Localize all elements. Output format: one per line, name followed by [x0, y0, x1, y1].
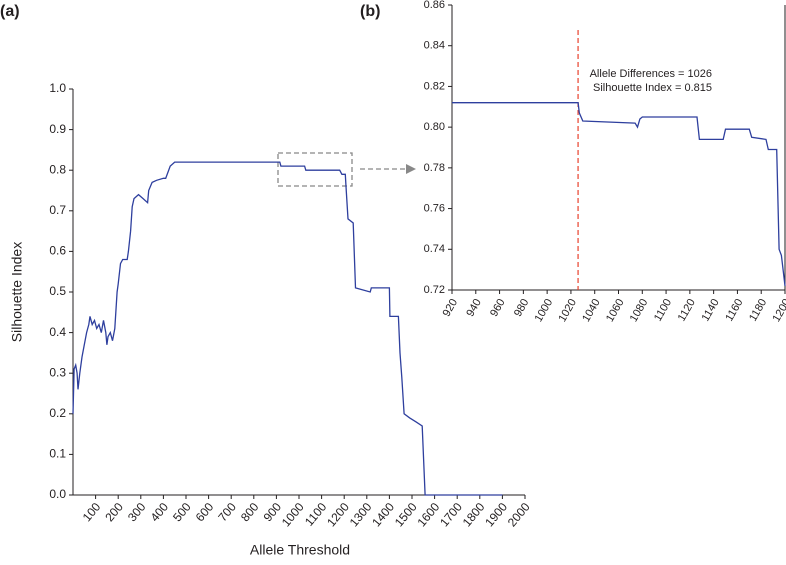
zoom-arrow-head [406, 164, 416, 174]
x-tick-label: 1100 [652, 297, 674, 323]
y-tick-label: 0.0 [49, 487, 66, 501]
y-tick-label: 0.6 [49, 244, 66, 258]
x-tick-label: 1700 [437, 500, 465, 530]
x-tick-label: 800 [238, 500, 262, 525]
x-tick-label: 1500 [392, 500, 420, 530]
x-tick-label: 1200 [770, 297, 786, 324]
y-tick-label: 0.5 [49, 284, 66, 298]
zoom-box [277, 152, 353, 187]
y-tick-label: 0.74 [424, 243, 445, 255]
y-tick-label: 1.0 [49, 81, 66, 95]
y-tick-label: 0.80 [424, 121, 445, 133]
y-tick-label: 0.82 [424, 80, 445, 92]
x-tick-label: 1000 [279, 500, 307, 530]
x-tick-label: 1900 [482, 500, 510, 530]
x-tick-label: 960 [488, 297, 508, 319]
y-tick-label: 0.9 [49, 122, 66, 136]
y-tick-label: 0.72 [424, 284, 445, 296]
annotation: Allele Differences = 1026 [590, 68, 712, 80]
x-tick-label: 980 [512, 297, 532, 319]
x-tick-label: 1400 [369, 500, 397, 530]
x-tick-label: 2000 [505, 500, 533, 530]
y-tick-label: 0.4 [49, 325, 66, 339]
x-tick-label: 1300 [347, 500, 375, 530]
panel-label: (b) [360, 3, 380, 20]
x-tick-label: 600 [193, 500, 217, 525]
y-tick-label: 0.84 [424, 40, 445, 52]
x-tick-label: 1160 [723, 297, 745, 323]
x-tick-label: 1600 [414, 500, 442, 530]
x-tick-label: 1100 [302, 500, 330, 529]
y-tick-label: 0.1 [49, 447, 66, 461]
x-tick-label: 1020 [556, 297, 579, 324]
y-tick-label: 0.8 [49, 162, 66, 176]
data-line [452, 102, 786, 286]
y-tick-label: 0.3 [49, 365, 66, 379]
x-tick-label: 100 [80, 500, 104, 525]
y-tick-label: 0.86 [424, 0, 445, 11]
y-tick-label: 0.76 [424, 202, 445, 214]
x-tick-label: 1040 [580, 297, 603, 324]
x-tick-label: 1200 [324, 500, 352, 530]
y-tick-label: 0.2 [49, 406, 66, 420]
x-tick-label: 1080 [628, 297, 651, 324]
panel-label: (a) [0, 3, 20, 20]
x-tick-label: 1120 [676, 297, 698, 323]
x-tick-label: 1800 [460, 500, 488, 530]
y-axis-label: Silhouette Index [9, 242, 25, 342]
annotation: Silhouette Index = 0.815 [593, 82, 712, 94]
x-tick-label: 940 [464, 297, 484, 319]
x-tick-label: 920 [441, 297, 461, 319]
x-axis-label: Allele Threshold [250, 542, 350, 558]
x-tick-label: 700 [215, 500, 239, 525]
x-tick-label: 200 [102, 500, 126, 525]
x-tick-label: 400 [148, 500, 172, 525]
data-line [72, 161, 503, 496]
x-tick-label: 1000 [533, 297, 556, 324]
x-tick-label: 1180 [747, 297, 769, 323]
x-tick-label: 300 [125, 500, 149, 525]
y-tick-label: 0.78 [424, 162, 445, 174]
x-tick-label: 1060 [604, 297, 627, 324]
x-tick-label: 500 [170, 500, 194, 525]
x-tick-label: 1140 [700, 297, 722, 323]
y-tick-label: 0.7 [49, 203, 66, 217]
